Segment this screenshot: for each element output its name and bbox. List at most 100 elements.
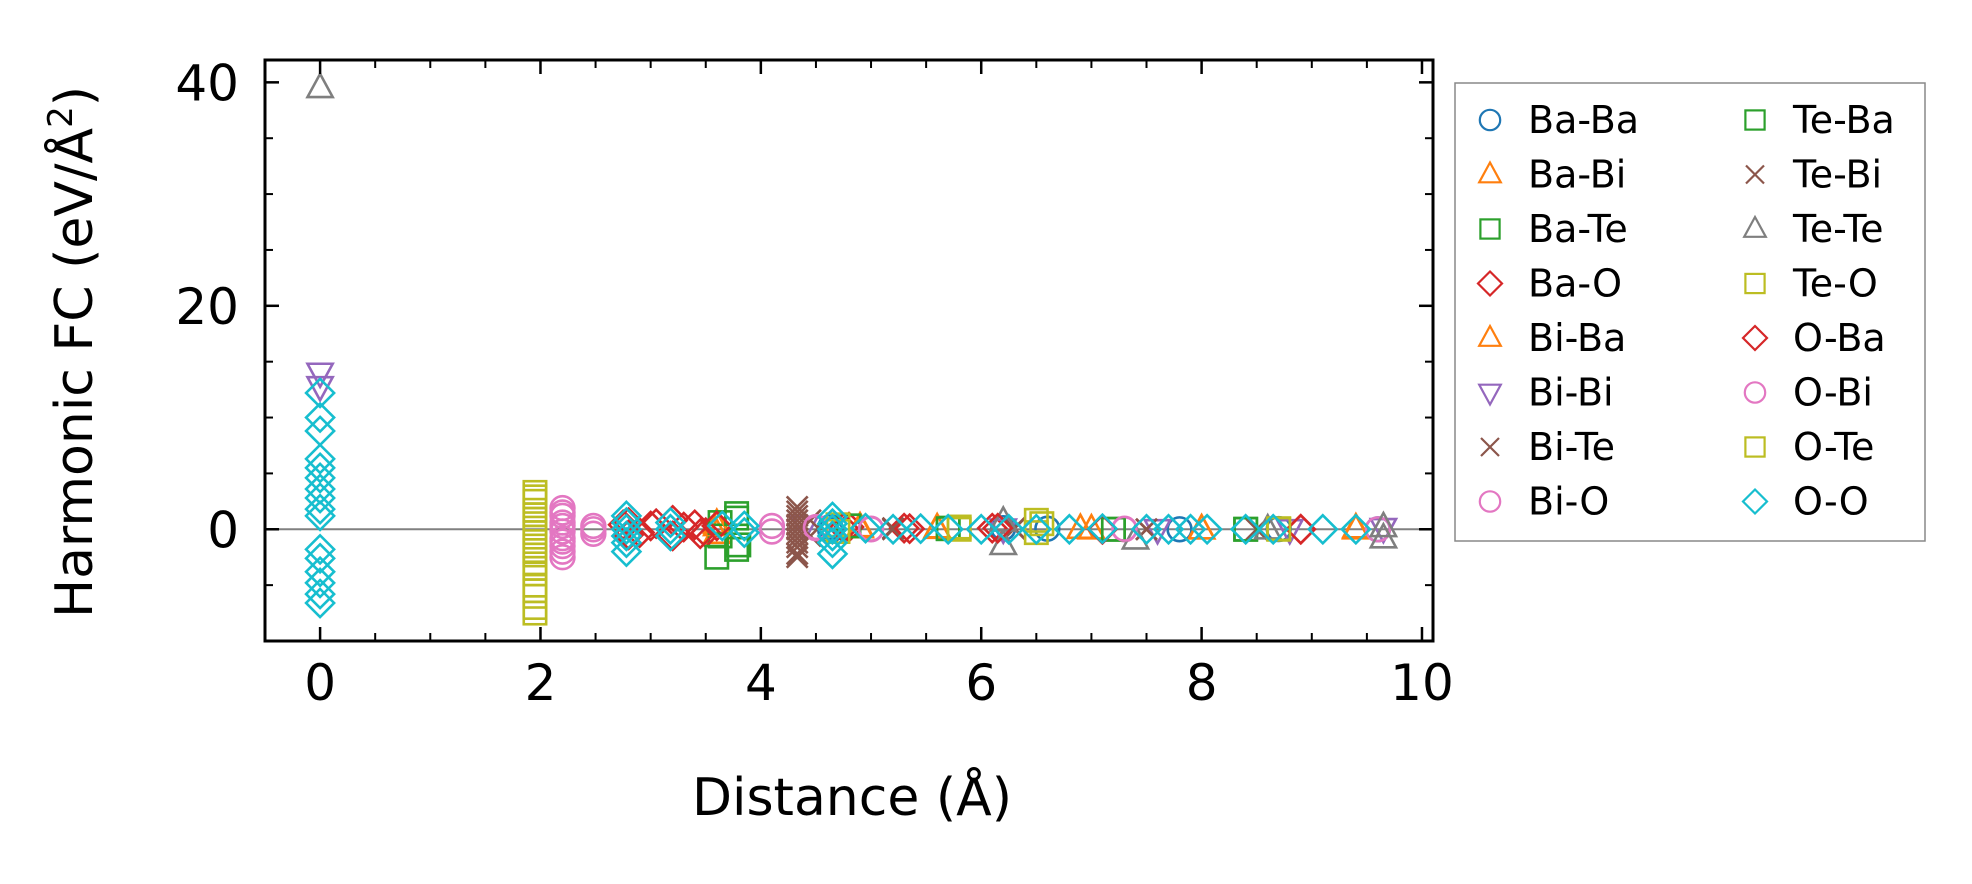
data-point-o-o [1053,513,1086,546]
data-point-o-ba [700,510,733,542]
legend-item-te-bi: Te-Bi [1745,153,1882,197]
data-point-o-o [728,516,761,549]
x-tick-label: 8 [1186,654,1218,712]
legend-item-o-te: O-Te [1744,425,1874,469]
data-point-o-o [304,482,336,514]
data-point-o-o [610,535,643,568]
legend: Ba-Ba Ba-Bi Ba-Te Ba-O Bi-Ba Bi-Bi Bi-Te Bi-O Te… [1454,82,1926,542]
data-points-layer [304,71,1399,626]
data-point-o-o [304,462,336,494]
legend-label-bi-ba: Bi-Ba [1528,316,1626,360]
data-point-o-te [522,502,548,528]
data-point-o-o [965,513,998,546]
legend-marker-o-ba [1741,324,1769,352]
data-point-o-bi [857,516,885,543]
data-point-o-o [304,377,336,409]
data-point-o-o [1086,512,1119,545]
legend-marker-o-bi [1743,381,1767,404]
data-point-te-bi [785,499,809,523]
x-tick-label: 2 [525,654,557,712]
y-tick-label: 40 [175,54,239,112]
legend-label-ba-ba: Ba-Ba [1528,98,1639,142]
data-point-o-bi [758,518,786,545]
x-tick-label: 4 [745,654,777,712]
data-point-o-o [654,506,687,539]
data-point-o-o [1130,513,1163,546]
legend-marker-ba-o [1476,269,1504,298]
y-axis-title: Harmonic FC (eV/Å2) [41,86,105,618]
legend-label-te-bi: Te-Bi [1792,153,1882,197]
data-point-o-o [932,513,965,546]
legend-label-o-bi: O-Bi [1793,371,1873,415]
data-point-o-o [304,451,336,484]
legend-items: Ba-Ba Ba-Bi Ba-Te Ba-O Bi-Ba Bi-Bi Bi-Te Bi-O Te… [1476,98,1895,524]
legend-item-te-o: Te-O [1744,262,1878,306]
legend-label-o-o: O-O [1793,480,1869,524]
series-o-bi [549,499,1138,565]
legend-label-ba-o: Ba-O [1528,262,1622,306]
series-o-ba [607,507,1317,550]
data-point-o-o [304,542,336,575]
data-point-o-ba [623,516,656,549]
data-point-o-ba [684,517,717,550]
legend-item-o-ba: O-Ba [1741,316,1886,360]
x-tick-label: 6 [965,654,997,712]
legend-marker-ba-ba [1478,108,1502,132]
data-point-bi-ba [1341,511,1371,539]
data-point-o-bi [1111,515,1138,542]
legend-marker-bi-bi [1477,383,1503,407]
data-point-o-o [1191,513,1223,546]
data-point-o-o [304,555,336,588]
legend-item-bi-ba: Bi-Ba [1477,316,1626,360]
legend-label-bi-o: Bi-O [1528,480,1609,524]
data-point-te-ba [1100,516,1126,542]
legend-label-bi-bi: Bi-Bi [1528,371,1614,415]
legend-marker-te-ba [1744,109,1766,131]
y-axis-title-main: Harmonic FC (eV/Å [43,127,105,618]
data-point-o-o [816,538,849,570]
data-point-o-o [877,513,909,546]
legend-item-te-ba: Te-Ba [1744,98,1895,142]
series-o-o [304,377,1372,619]
data-point-o-o [1257,513,1290,546]
data-point-te-ba [1233,516,1259,542]
legend-item-bi-o: Bi-O [1478,480,1609,524]
legend-label-te-ba: Te-Ba [1792,98,1895,142]
x-tick-label: 10 [1390,654,1454,712]
data-point-o-o [816,520,849,552]
data-point-o-te [1029,511,1055,537]
data-point-o-o [849,512,882,544]
data-point-o-te [522,520,548,546]
data-point-o-bi [549,499,576,526]
data-point-o-o [1306,513,1339,546]
x-axis-title: Distance (Å) [692,766,1012,828]
data-point-o-o [1340,513,1372,546]
data-point-o-o [816,513,849,546]
legend-item-bi-bi: Bi-Bi [1477,371,1614,415]
legend-marker-o-te [1744,436,1766,458]
y-tick-label: 0 [207,501,239,559]
legend-marker-bi-o [1478,490,1502,513]
legend-item-ba-te: Ba-Te [1479,207,1628,251]
legend-label-o-te: O-Te [1793,425,1874,469]
legend-marker-ba-te [1479,218,1501,240]
data-point-o-te [946,516,972,542]
legend-label-o-ba: O-Ba [1793,316,1886,360]
data-point-o-te [522,594,548,620]
data-point-bi-bi [305,362,335,390]
data-point-o-o [904,512,937,545]
data-point-o-o [304,578,336,610]
data-point-o-bi [580,516,607,543]
data-point-o-o [304,500,336,532]
legend-marker-o-o [1741,487,1769,516]
data-point-te-bi [785,535,809,559]
data-point-bi-o [1364,516,1392,543]
data-point-o-o [304,567,336,599]
plot-frame [263,58,1435,643]
data-point-o-o [654,513,687,546]
data-point-o-te [522,578,548,604]
data-point-o-te [522,537,548,563]
data-point-o-o [992,513,1025,546]
legend-marker-te-o [1744,272,1766,295]
data-point-te-te [305,71,335,99]
